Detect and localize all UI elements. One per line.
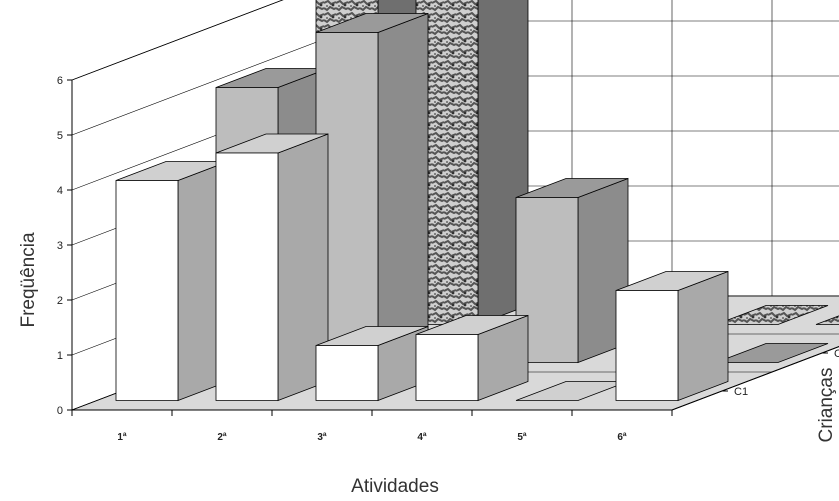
bar-C1-3	[315, 325, 429, 402]
bar-C1-6	[615, 270, 729, 402]
x-tick-label: 6ª	[617, 432, 627, 443]
bar-C1-4	[415, 314, 529, 402]
bar-front	[315, 345, 379, 401]
gridline-side	[71, 0, 284, 81]
bar-front	[215, 152, 279, 401]
x-tick-label: 4ª	[417, 432, 427, 443]
bar-C3-6	[815, 315, 839, 325]
bar-C2-2	[315, 12, 429, 364]
bar-C1-2	[215, 133, 329, 402]
x-tick-label: 2ª	[217, 432, 227, 443]
bar-C2-6	[715, 343, 829, 363]
z-tick-label: C1	[734, 386, 748, 398]
bar-side	[377, 12, 429, 364]
y-tick-label: 4	[57, 185, 63, 197]
x-tick-label: 5ª	[517, 432, 527, 443]
x-tick-label: 3ª	[317, 432, 327, 443]
y-tick-label: 5	[57, 130, 63, 142]
y-tick-label: 1	[57, 350, 63, 362]
bar-C1-1	[115, 160, 229, 402]
z-axis-title: Crianças	[816, 368, 837, 443]
bar-front	[615, 290, 679, 401]
bars	[115, 0, 839, 402]
y-axis-title: Freqüência	[18, 232, 39, 327]
bar-front	[115, 180, 179, 401]
axes: 01234561ª2ª3ª4ª5ª6ªC1C2C3	[57, 75, 839, 443]
bar-base	[715, 343, 829, 363]
y-tick-label: 2	[57, 295, 63, 307]
x-axis-title: Atividades	[351, 476, 439, 497]
y-tick-label: 6	[57, 75, 63, 87]
bar-C3-5	[715, 305, 829, 325]
bar-front	[415, 334, 479, 401]
bar-C3-2	[415, 0, 529, 326]
bar-front	[515, 197, 579, 363]
z-tick-label: C2	[834, 348, 839, 360]
bar-C2-4	[515, 177, 629, 364]
bar-base	[815, 315, 839, 325]
x-tick-label: 1ª	[117, 432, 127, 443]
bar-side	[677, 270, 729, 402]
y-tick-label: 3	[57, 240, 63, 252]
bar-base	[715, 305, 829, 325]
y-tick-label: 0	[57, 405, 63, 417]
